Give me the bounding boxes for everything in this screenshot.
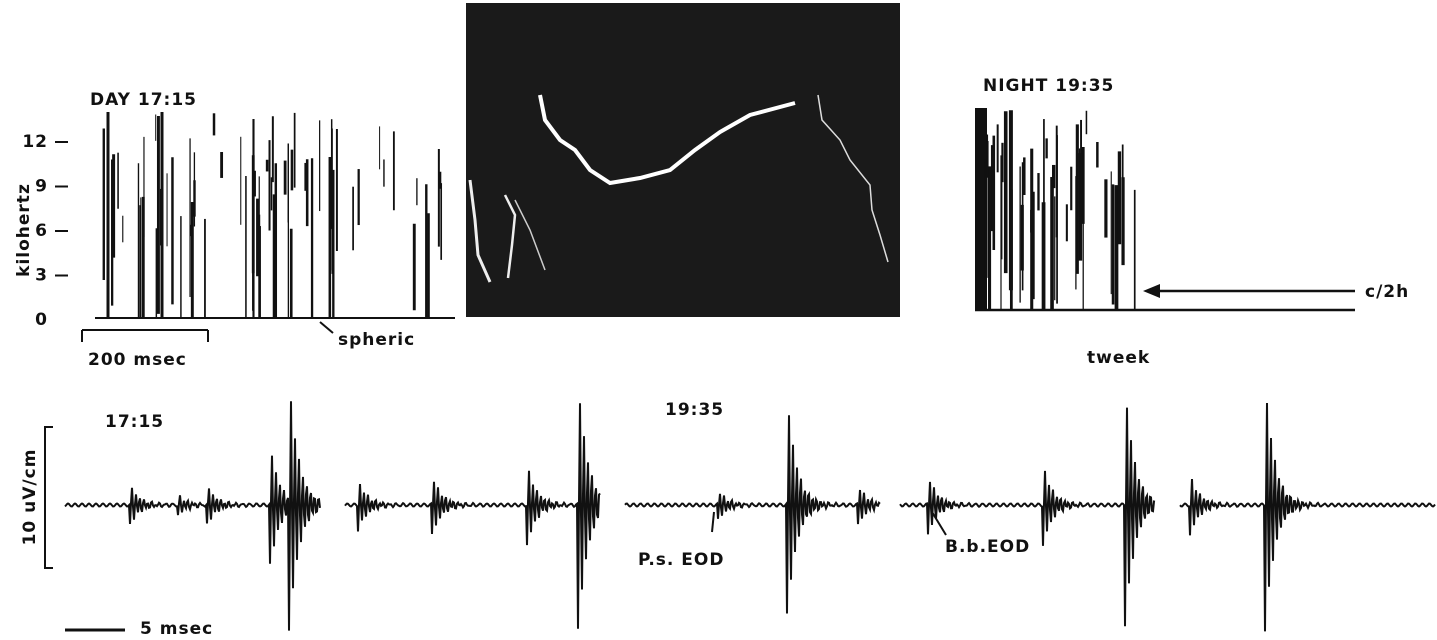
- pointer: [319, 321, 334, 334]
- streak: [975, 108, 987, 310]
- annotation: B.b.EOD: [945, 537, 1030, 557]
- pointer: [711, 511, 715, 533]
- annotation: tweek: [1087, 348, 1150, 368]
- waveform: [624, 415, 881, 614]
- y-tick-label: 6: [35, 221, 48, 241]
- trace-label: 19:35: [665, 400, 724, 420]
- panel-title: NIGHT 19:35: [983, 76, 1114, 96]
- lightning-bolt: [817, 94, 889, 263]
- y-tick-label: 3: [35, 266, 48, 286]
- trace-label: 17:15: [105, 412, 164, 432]
- y-tick-label: 12: [22, 132, 48, 152]
- annotation: c/2h: [1365, 282, 1409, 302]
- scale-bar: [44, 426, 53, 569]
- decorations: [64, 108, 1436, 632]
- annotation: spheric: [338, 330, 415, 350]
- panel-title: DAY 17:15: [90, 90, 197, 110]
- scale-label: 10 uV/cm: [20, 449, 40, 546]
- waveform: [899, 407, 1156, 627]
- waveform: [1179, 402, 1436, 632]
- scale-label: 5 msec: [140, 619, 213, 639]
- lightning-bolt: [503, 194, 517, 279]
- pointer: [931, 511, 947, 536]
- waveform: [344, 403, 601, 629]
- annotation: P.s. EOD: [638, 550, 724, 570]
- scale-label: 200 msec: [88, 350, 187, 370]
- lightning-bolt: [514, 199, 546, 271]
- y-tick-label: 0: [35, 310, 48, 330]
- arrow-head: [1143, 284, 1160, 298]
- axis-label: kilohertz: [14, 183, 34, 277]
- y-tick-label: 9: [35, 177, 48, 197]
- lightning-bolt: [538, 94, 796, 186]
- lightning-bolt: [468, 179, 492, 283]
- waveform: [64, 401, 321, 631]
- y-ticks: 12 9 6 3 0: [22, 132, 68, 330]
